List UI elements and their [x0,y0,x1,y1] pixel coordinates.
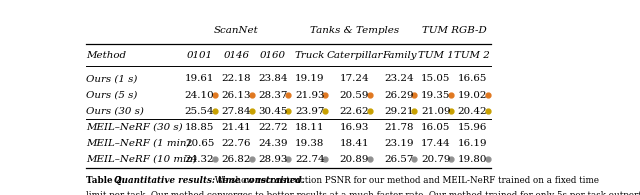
Text: MEIL–NeRF (10 min): MEIL–NeRF (10 min) [86,155,197,164]
Text: We show reconstruction PSNR for our method and MEIL-NeRF trained on a fixed time: We show reconstruction PSNR for our meth… [212,176,600,185]
Text: 21.41: 21.41 [221,123,251,132]
Text: 23.84: 23.84 [258,74,288,83]
Text: Ours (1 s): Ours (1 s) [86,74,138,83]
Text: 16.65: 16.65 [458,74,487,83]
Text: 27.84: 27.84 [221,107,251,116]
Text: 19.61: 19.61 [185,74,214,83]
Text: 24.39: 24.39 [258,139,288,148]
Text: 19.80: 19.80 [458,155,487,164]
Text: 18.85: 18.85 [185,123,214,132]
Text: MEIL–NeRF (30 s): MEIL–NeRF (30 s) [86,123,182,132]
Text: TUM 2: TUM 2 [454,51,490,60]
Text: 19.02: 19.02 [458,90,487,99]
Text: 17.24: 17.24 [339,74,369,83]
Text: 26.29: 26.29 [384,90,413,99]
Text: 26.82: 26.82 [221,155,251,164]
Text: 28.93: 28.93 [259,155,287,164]
Text: 22.18: 22.18 [221,74,251,83]
Text: 29.21: 29.21 [384,107,413,116]
Text: 0146: 0146 [223,51,249,60]
Text: 22.74: 22.74 [295,155,324,164]
Text: 19.19: 19.19 [295,74,324,83]
Text: 23.19: 23.19 [384,139,413,148]
Text: Method: Method [86,51,126,60]
Text: 16.93: 16.93 [340,123,369,132]
Text: 22.72: 22.72 [258,123,288,132]
Text: Caterpillar: Caterpillar [326,51,383,60]
Text: Ours (30 s): Ours (30 s) [86,107,144,116]
Text: Table 2.: Table 2. [86,176,128,185]
Text: 16.05: 16.05 [421,123,451,132]
Text: 0160: 0160 [260,51,286,60]
Text: 19.38: 19.38 [295,139,324,148]
Text: 21.78: 21.78 [384,123,413,132]
Text: TUM 1: TUM 1 [418,51,454,60]
Text: 17.44: 17.44 [421,139,451,148]
Text: Family: Family [381,51,416,60]
Text: Quantitative results: time constrained.: Quantitative results: time constrained. [114,176,305,185]
Text: 23.24: 23.24 [384,74,413,83]
Text: Truck: Truck [294,51,325,60]
Text: 15.05: 15.05 [421,74,451,83]
Text: MEIL–NeRF (1 min): MEIL–NeRF (1 min) [86,139,191,148]
Text: limit per task. Our method converges to better results at a much faster rate. Ou: limit per task. Our method converges to … [86,191,640,195]
Text: 26.13: 26.13 [221,90,251,99]
Text: 15.96: 15.96 [458,123,487,132]
Text: Ours (5 s): Ours (5 s) [86,90,138,99]
Text: 19.35: 19.35 [421,90,451,99]
Text: 16.19: 16.19 [458,139,487,148]
Text: 20.59: 20.59 [340,90,369,99]
Text: 28.37: 28.37 [259,90,287,99]
Text: 0101: 0101 [186,51,212,60]
Text: 26.57: 26.57 [384,155,413,164]
Text: 20.42: 20.42 [458,107,487,116]
Text: 24.32: 24.32 [185,155,214,164]
Text: 21.93: 21.93 [295,90,324,99]
Text: 22.62: 22.62 [339,107,369,116]
Text: 20.79: 20.79 [421,155,451,164]
Text: 22.76: 22.76 [221,139,251,148]
Text: 18.41: 18.41 [339,139,369,148]
Text: 23.97: 23.97 [295,107,324,116]
Text: TUM RGB-D: TUM RGB-D [422,26,486,35]
Text: Tanks & Temples: Tanks & Temples [310,26,399,35]
Text: 18.11: 18.11 [295,123,324,132]
Text: 20.89: 20.89 [340,155,369,164]
Text: 24.10: 24.10 [185,90,214,99]
Text: 25.54: 25.54 [185,107,214,116]
Text: ScanNet: ScanNet [214,26,259,35]
Text: 20.65: 20.65 [185,139,214,148]
Text: 30.45: 30.45 [259,107,287,116]
Text: 21.09: 21.09 [421,107,451,116]
